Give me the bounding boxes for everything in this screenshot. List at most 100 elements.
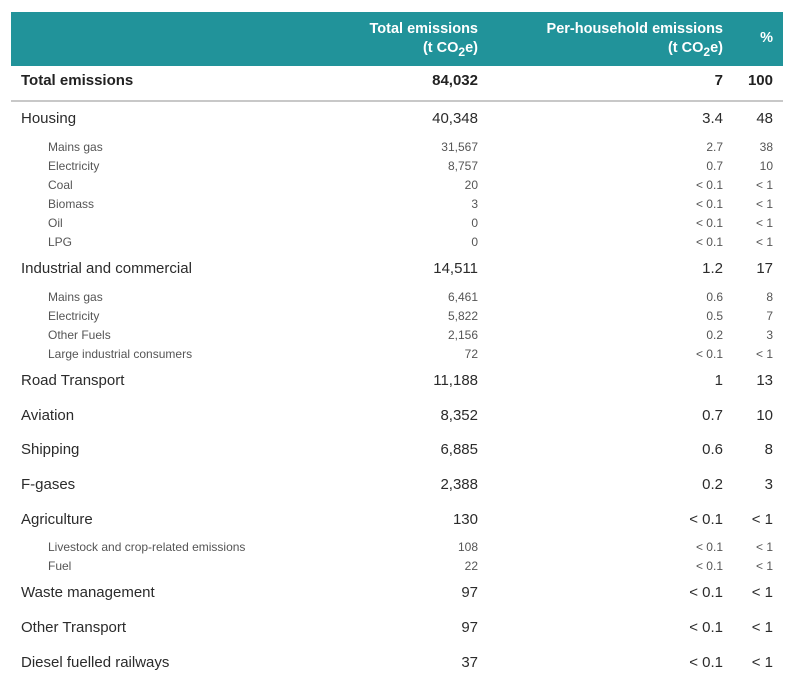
total-emissions-value: 0 <box>471 216 478 230</box>
header-ph-line1: Per-household emissions <box>546 21 723 37</box>
total-emissions-value: 40,348 <box>432 110 478 127</box>
row-label: Industrial and commercial <box>21 260 192 277</box>
per-household-value: 0.7 <box>706 159 723 173</box>
per-household-value: 2.7 <box>706 140 723 154</box>
percent-value: 10 <box>759 159 773 173</box>
per-household-value: < 0.1 <box>695 540 723 554</box>
percent-value: < 1 <box>755 235 773 249</box>
per-household-value: 0.7 <box>702 407 723 424</box>
percent-value: 100 <box>747 72 773 89</box>
percent-value: < 1 <box>755 216 773 230</box>
percent-value: 48 <box>756 110 773 127</box>
row-label: Fuel <box>48 559 72 573</box>
row-label: Aviation <box>21 407 75 424</box>
header-ph-unit-end: e) <box>710 40 723 56</box>
percent-value: < 1 <box>755 559 773 573</box>
total-emissions-value: 22 <box>464 559 478 573</box>
per-household-value: 0.5 <box>706 309 723 323</box>
total-emissions-value: 72 <box>464 347 478 361</box>
total-emissions-value: 84,032 <box>432 72 478 89</box>
percent-value: 8 <box>764 441 773 458</box>
total-emissions-value: 20 <box>464 178 478 192</box>
total-row-divider <box>11 100 783 102</box>
total-emissions-value: 97 <box>461 619 478 636</box>
percent-value: 10 <box>756 407 773 424</box>
header-per-household: Per-household emissions (t CO2e) <box>547 20 723 62</box>
emissions-table: Total emissions (t CO2e) Per-household e… <box>11 12 783 66</box>
total-emissions-value: 3 <box>471 197 478 211</box>
per-household-value: < 0.1 <box>695 216 723 230</box>
per-household-value: < 0.1 <box>695 197 723 211</box>
per-household-value: 7 <box>714 72 723 89</box>
header-total-unit-sub: 2 <box>458 44 466 59</box>
row-label: Other Fuels <box>48 328 111 342</box>
percent-value: 7 <box>766 309 773 323</box>
percent-value: < 1 <box>751 511 773 528</box>
total-emissions-value: 5,822 <box>447 309 478 323</box>
total-emissions-value: 0 <box>471 235 478 249</box>
per-household-value: < 0.1 <box>695 559 723 573</box>
per-household-value: < 0.1 <box>689 511 723 528</box>
percent-value: 3 <box>764 476 773 493</box>
per-household-value: 0.2 <box>706 328 723 342</box>
per-household-value: < 0.1 <box>689 654 723 671</box>
per-household-value: < 0.1 <box>689 584 723 601</box>
total-emissions-value: 6,461 <box>447 290 478 304</box>
per-household-value: 1 <box>714 372 723 389</box>
header-ph-unit: (t CO2e) <box>547 39 723 62</box>
total-emissions-value: 2,156 <box>447 328 478 342</box>
header-total-unit-start: (t CO <box>422 40 459 56</box>
header-ph-unit-start: (t CO <box>667 40 704 56</box>
total-emissions-value: 8,757 <box>447 159 478 173</box>
row-label: Mains gas <box>48 140 103 154</box>
row-label: Large industrial consumers <box>48 347 193 361</box>
percent-value: 13 <box>756 372 773 389</box>
row-label: Road Transport <box>21 372 125 389</box>
row-label: Total emissions <box>21 72 134 89</box>
percent-value: < 1 <box>755 347 773 361</box>
percent-value: < 1 <box>755 197 773 211</box>
per-household-value: 3.4 <box>702 110 723 127</box>
row-label: Diesel fuelled railways <box>21 654 170 671</box>
total-emissions-value: 97 <box>461 584 478 601</box>
row-label: Agriculture <box>21 511 93 528</box>
per-household-value: 0.6 <box>702 441 723 458</box>
total-emissions-value: 14,511 <box>433 260 478 277</box>
percent-value: 38 <box>759 140 773 154</box>
row-label: F-gases <box>21 476 76 493</box>
row-label: Waste management <box>21 584 155 601</box>
total-emissions-value: 11,188 <box>433 372 478 389</box>
per-household-value: < 0.1 <box>695 235 723 249</box>
percent-value: < 1 <box>751 619 773 636</box>
total-emissions-value: 6,885 <box>440 441 478 458</box>
percent-value: < 1 <box>755 540 773 554</box>
row-label: Electricity <box>48 309 100 323</box>
per-household-value: 0.2 <box>702 476 723 493</box>
header-total-emissions: Total emissions (t CO2e) <box>369 20 478 62</box>
percent-value: < 1 <box>751 654 773 671</box>
header-total-unit-end: e) <box>465 40 478 56</box>
percent-value: < 1 <box>755 178 773 192</box>
row-label: Shipping <box>21 441 80 458</box>
row-label: Electricity <box>48 159 100 173</box>
per-household-value: 0.6 <box>706 290 723 304</box>
header-ph-unit-sub: 2 <box>703 44 711 59</box>
total-emissions-value: 31,567 <box>441 140 478 154</box>
row-label: Oil <box>48 216 63 230</box>
row-label: Livestock and crop-related emissions <box>48 540 246 554</box>
header-total-unit: (t CO2e) <box>369 39 478 62</box>
row-label: Biomass <box>48 197 95 211</box>
row-label: Other Transport <box>21 619 127 636</box>
row-label: Mains gas <box>48 290 103 304</box>
per-household-value: 1.2 <box>702 260 723 277</box>
percent-value: < 1 <box>751 584 773 601</box>
per-household-value: < 0.1 <box>689 619 723 636</box>
row-label: Housing <box>21 110 77 127</box>
header-total-line1: Total emissions <box>369 21 478 37</box>
total-emissions-value: 108 <box>457 540 478 554</box>
table-header: Total emissions (t CO2e) Per-household e… <box>11 12 783 66</box>
total-emissions-value: 130 <box>452 511 478 528</box>
percent-value: 8 <box>766 290 773 304</box>
per-household-value: < 0.1 <box>695 178 723 192</box>
header-percent: % <box>760 30 773 46</box>
